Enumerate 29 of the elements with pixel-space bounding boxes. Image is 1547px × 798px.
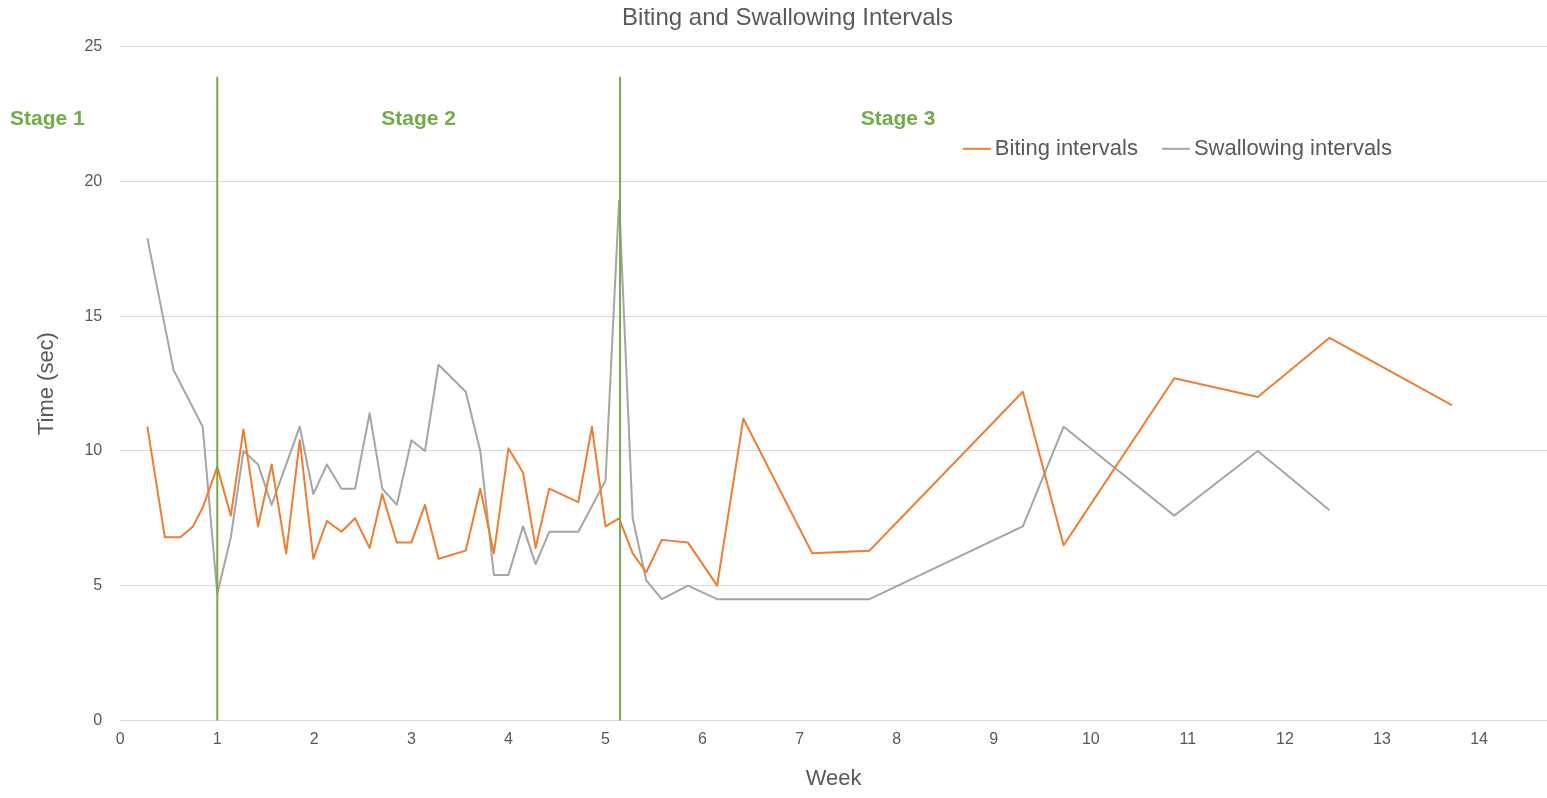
x-tick-label: 3	[406, 730, 416, 748]
chart-title: Biting and Swallowing Intervals	[622, 3, 953, 31]
x-tick-label: 14	[1470, 730, 1489, 748]
x-tick-label: 13	[1373, 730, 1391, 748]
x-tick-label: 9	[989, 730, 999, 748]
y-tick-label: 10	[84, 441, 103, 459]
y-tick-label: 20	[84, 171, 103, 189]
x-tick-label: 2	[309, 730, 319, 748]
y-tick-label: 25	[84, 37, 103, 55]
y-tick-label: 0	[93, 710, 103, 728]
x-tick-label: 8	[892, 730, 902, 748]
x-axis-title: Week	[805, 764, 863, 790]
x-tick-label: 1	[212, 730, 222, 748]
legend-label: Swallowing intervals	[1193, 134, 1393, 160]
y-axis-title: Time (sec)	[33, 332, 59, 436]
text: Stage 1	[10, 105, 86, 129]
x-tick-label: 4	[503, 730, 513, 748]
x-tick-label: 0	[115, 730, 125, 748]
x-tick-label: 11	[1179, 730, 1197, 748]
y-tick-label: 5	[93, 576, 103, 594]
annotation: Stage 2	[381, 105, 457, 129]
annotation: Stage 3	[860, 105, 936, 129]
x-tick-label: 5	[601, 730, 611, 748]
x-tick-label: 10	[1081, 730, 1100, 748]
legend-label: Biting intervals	[994, 134, 1138, 160]
y-tick-label: 15	[84, 306, 103, 324]
x-tick-label: 12	[1276, 730, 1294, 748]
x-tick-label: 7	[795, 730, 805, 748]
x-tick-label: 6	[698, 730, 708, 748]
